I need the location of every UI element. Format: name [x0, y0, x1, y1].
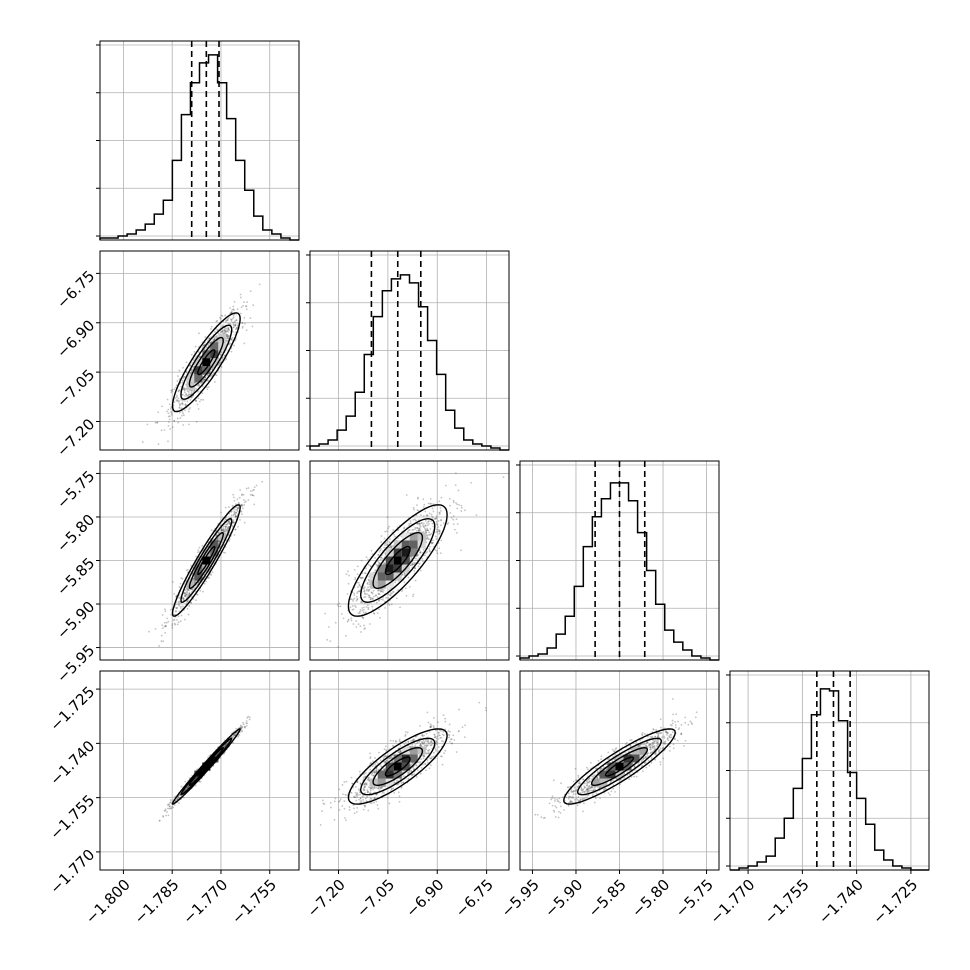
panel-border [729, 670, 930, 871]
histogram-step-line [99, 54, 299, 241]
panel-border [309, 460, 510, 661]
y-tick-label: −1.755 [46, 791, 98, 843]
y-tick-label: −5.85 [53, 554, 98, 599]
contour-line-1 [188, 532, 224, 589]
contour-line-3 [563, 728, 676, 805]
x-tick-label: −1.770 [706, 876, 758, 928]
x-tick-label: −1.755 [228, 876, 280, 928]
contour-line-0 [604, 756, 635, 777]
panel-contents [141, 283, 261, 446]
contour-line-3 [171, 728, 241, 805]
contour-line-1 [372, 746, 424, 786]
panel-border [99, 670, 300, 871]
contour-line-3 [171, 312, 241, 413]
x-tick-label: −1.725 [869, 876, 921, 928]
y-tick-label: −1.770 [46, 846, 98, 898]
contour-line-2 [180, 324, 233, 400]
contour-line-1 [591, 746, 648, 786]
panel-border [99, 250, 300, 451]
panel-contents [158, 715, 251, 822]
panel-contents [319, 701, 488, 826]
x-tick-label: −7.05 [353, 876, 398, 921]
contour-line-2 [359, 517, 436, 604]
x-tick-label: −7.20 [304, 876, 349, 921]
contour-line-0 [197, 545, 216, 576]
contour-line-2 [576, 737, 663, 796]
panel-border [309, 250, 510, 451]
histogram-step-line [730, 688, 929, 871]
contour-line-0 [384, 756, 411, 777]
contour-line-3 [347, 728, 448, 805]
y-tick-label: −6.90 [53, 316, 98, 361]
scatter-panel-0-1 [96, 250, 300, 451]
histogram-step-line [309, 274, 509, 451]
contour-line-0 [197, 349, 216, 376]
histogram-step-line [519, 482, 719, 661]
contour-line-2 [180, 737, 233, 796]
contour-line-1 [188, 336, 224, 388]
x-tick-label: −1.755 [761, 876, 813, 928]
panel-contents [324, 472, 505, 648]
histogram-panel-3 [726, 670, 930, 874]
panel-contents [148, 480, 264, 647]
y-tick-label: −1.725 [46, 683, 98, 735]
scatter-panel-1-3 [309, 670, 510, 874]
x-tick-label: −1.740 [815, 876, 867, 928]
x-tick-label: −5.95 [498, 876, 543, 921]
contour-line-0 [384, 545, 411, 576]
y-tick-label: −1.740 [46, 737, 98, 789]
x-tick-label: −6.90 [402, 876, 447, 921]
scatter-panel-2-3 [519, 670, 720, 874]
contour-line-1 [188, 746, 224, 786]
y-tick-label: −7.20 [53, 415, 98, 460]
scatter-panel-0-3 [96, 670, 300, 874]
histogram-panel-1 [306, 250, 510, 451]
x-tick-label: −1.770 [179, 876, 231, 928]
y-tick-label: −5.95 [53, 641, 98, 686]
x-tick-label: −1.800 [82, 876, 134, 928]
x-tick-label: −5.90 [541, 876, 586, 921]
scatter-panel-1-2 [309, 460, 510, 661]
scatter-panel-0-2 [96, 460, 300, 661]
contour-line-1 [372, 531, 424, 590]
y-tick-label: −6.75 [53, 267, 98, 312]
y-tick-label: −7.05 [53, 366, 98, 411]
contour-line-2 [359, 737, 436, 796]
panel-border [309, 670, 510, 871]
y-tick-label: −5.80 [53, 511, 98, 556]
contour-line-3 [347, 504, 448, 617]
x-tick-label: −1.785 [131, 876, 183, 928]
x-tick-label: −5.85 [585, 876, 630, 921]
x-tick-label: −5.80 [628, 876, 673, 921]
panel-background [100, 251, 299, 450]
y-tick-label: −5.90 [53, 598, 98, 643]
histogram-panel-0 [96, 40, 300, 241]
x-tick-label: −6.75 [452, 876, 497, 921]
panel-border [519, 460, 720, 661]
histogram-panel-2 [516, 460, 720, 661]
y-tick-label: −5.75 [53, 467, 98, 512]
panel-border [99, 40, 300, 241]
panel-contents [534, 698, 698, 819]
contour-line-0 [197, 756, 216, 777]
contour-line-2 [180, 517, 233, 604]
contour-line-3 [171, 504, 241, 617]
